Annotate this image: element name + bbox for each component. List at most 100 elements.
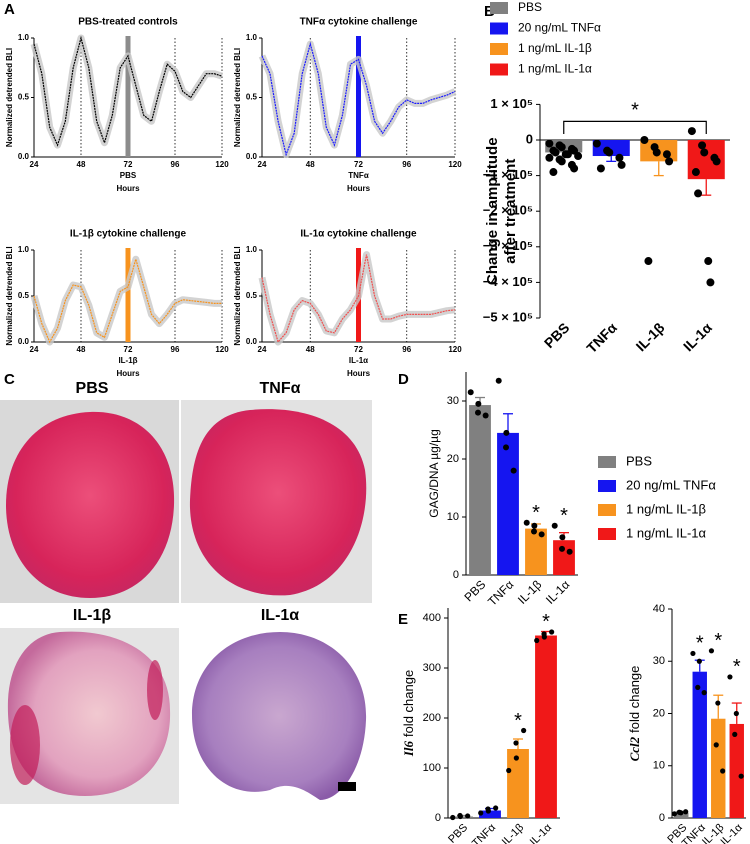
- bar: [525, 528, 547, 575]
- data-point: [521, 727, 527, 734]
- bar: [674, 812, 689, 818]
- y-label-line: fold change: [401, 670, 416, 737]
- x-tick-label: 96: [171, 160, 180, 169]
- data-point: [695, 684, 701, 690]
- data-point: [712, 157, 721, 166]
- data-point: [485, 806, 491, 812]
- significance-star: *: [560, 505, 568, 527]
- data-point: [559, 534, 566, 541]
- legend-label: PBS: [518, 0, 542, 14]
- data-point: [545, 153, 554, 162]
- y-tick-label: 0.0: [18, 337, 30, 346]
- image-label: PBS: [76, 380, 109, 397]
- x-tick-label: IL-1β: [500, 822, 526, 844]
- tissue-section: [6, 411, 175, 598]
- data-point: [545, 139, 554, 148]
- treatment-label: TNFα: [348, 171, 369, 180]
- data-point: [465, 813, 471, 819]
- gene-name: Ccl2: [627, 736, 642, 761]
- y-tick-label: 0.5: [18, 291, 30, 300]
- x-tick-label: 48: [306, 160, 315, 169]
- treatment-marker: [125, 248, 131, 342]
- x-tick-label: 120: [448, 345, 462, 354]
- bar: [553, 540, 575, 575]
- y-tick-label: 10: [447, 511, 459, 523]
- data-point: [467, 389, 474, 396]
- panel-letter: A: [4, 1, 15, 18]
- y-tick-label: 100: [423, 762, 441, 774]
- data-point: [605, 148, 614, 157]
- y-tick-label: 0.0: [246, 337, 258, 346]
- data-point: [596, 164, 605, 173]
- legend-swatch: [490, 43, 508, 55]
- data-point: [549, 629, 555, 635]
- chart-title: TNFα cytokine challenge: [300, 17, 418, 28]
- legend-swatch: [598, 480, 616, 492]
- data-point: [691, 168, 700, 177]
- y-label-line: after treatment: [502, 159, 519, 264]
- legend-label: 1 ng/mL IL-1α: [626, 525, 707, 540]
- y-tick-label: 30: [653, 655, 665, 667]
- bar: [479, 810, 501, 818]
- panel-letter: B: [484, 3, 495, 20]
- x-tick-label: TNFα: [583, 319, 620, 356]
- tissue-section: [192, 632, 367, 800]
- data-point: [478, 810, 484, 816]
- data-point: [706, 278, 715, 287]
- x-tick-label: 48: [306, 345, 315, 354]
- y-tick-label: 0: [435, 812, 441, 824]
- y-tick-label: 1.0: [246, 245, 258, 254]
- data-point: [475, 409, 481, 416]
- y-label-line: fold change: [627, 666, 642, 733]
- y-tick-label: 0.5: [246, 93, 258, 102]
- y-label-line: Change in amplitude: [484, 137, 501, 285]
- treatment-marker: [356, 36, 361, 157]
- data-point: [574, 152, 583, 161]
- legend-swatch: [598, 456, 616, 468]
- data-point: [676, 809, 682, 815]
- x-tick-label: TNFα: [485, 577, 516, 608]
- x-tick-label: PBS: [461, 577, 488, 604]
- data-point: [662, 150, 671, 159]
- y-tick-label: 0.0: [18, 152, 30, 161]
- y-tick-label: 0: [453, 569, 459, 581]
- y-tick-label: 20: [447, 453, 459, 465]
- x-tick-label: 120: [215, 160, 229, 169]
- x-tick-label: 72: [354, 345, 363, 354]
- y-tick-label: 400: [423, 612, 441, 624]
- data-point: [738, 773, 744, 779]
- y-axis-label: Il6 fold change: [401, 670, 416, 757]
- data-point: [732, 731, 738, 738]
- tissue-section: [7, 631, 171, 796]
- x-tick-label: 96: [171, 345, 180, 354]
- x-axis-label: Hours: [347, 184, 371, 193]
- data-point: [713, 742, 719, 748]
- legend-label: 1 ng/mL IL-1β: [518, 41, 592, 55]
- data-point: [698, 141, 707, 150]
- y-tick-label: 30: [447, 395, 459, 407]
- legend-label: 20 ng/mL TNFα: [518, 21, 601, 35]
- x-tick-label: 72: [124, 160, 133, 169]
- y-tick-label: 200: [423, 712, 441, 724]
- x-tick-label: IL-1β: [515, 577, 544, 606]
- bar: [711, 718, 726, 818]
- data-point: [687, 127, 696, 136]
- gene-name: Il6: [401, 741, 416, 758]
- y-tick-label: 300: [423, 662, 441, 674]
- chart-title: IL-1α cytokine challenge: [300, 229, 417, 240]
- data-point: [671, 811, 678, 817]
- image-label: TNFα: [260, 380, 301, 397]
- x-tick-label: 72: [354, 160, 363, 169]
- data-point: [506, 767, 512, 774]
- y-axis-label: Ccl2 fold change: [627, 666, 642, 762]
- data-point: [450, 814, 456, 821]
- y-tick-label: 1 × 10⁵: [490, 96, 533, 111]
- data-point: [549, 168, 558, 177]
- data-point: [700, 148, 709, 157]
- x-tick-label: 72: [124, 345, 133, 354]
- x-tick-label: 48: [77, 160, 86, 169]
- x-tick-label: 24: [30, 160, 39, 169]
- stain-patch: [10, 705, 40, 785]
- data-point: [475, 400, 482, 407]
- chart-title: IL-1β cytokine challenge: [70, 229, 187, 240]
